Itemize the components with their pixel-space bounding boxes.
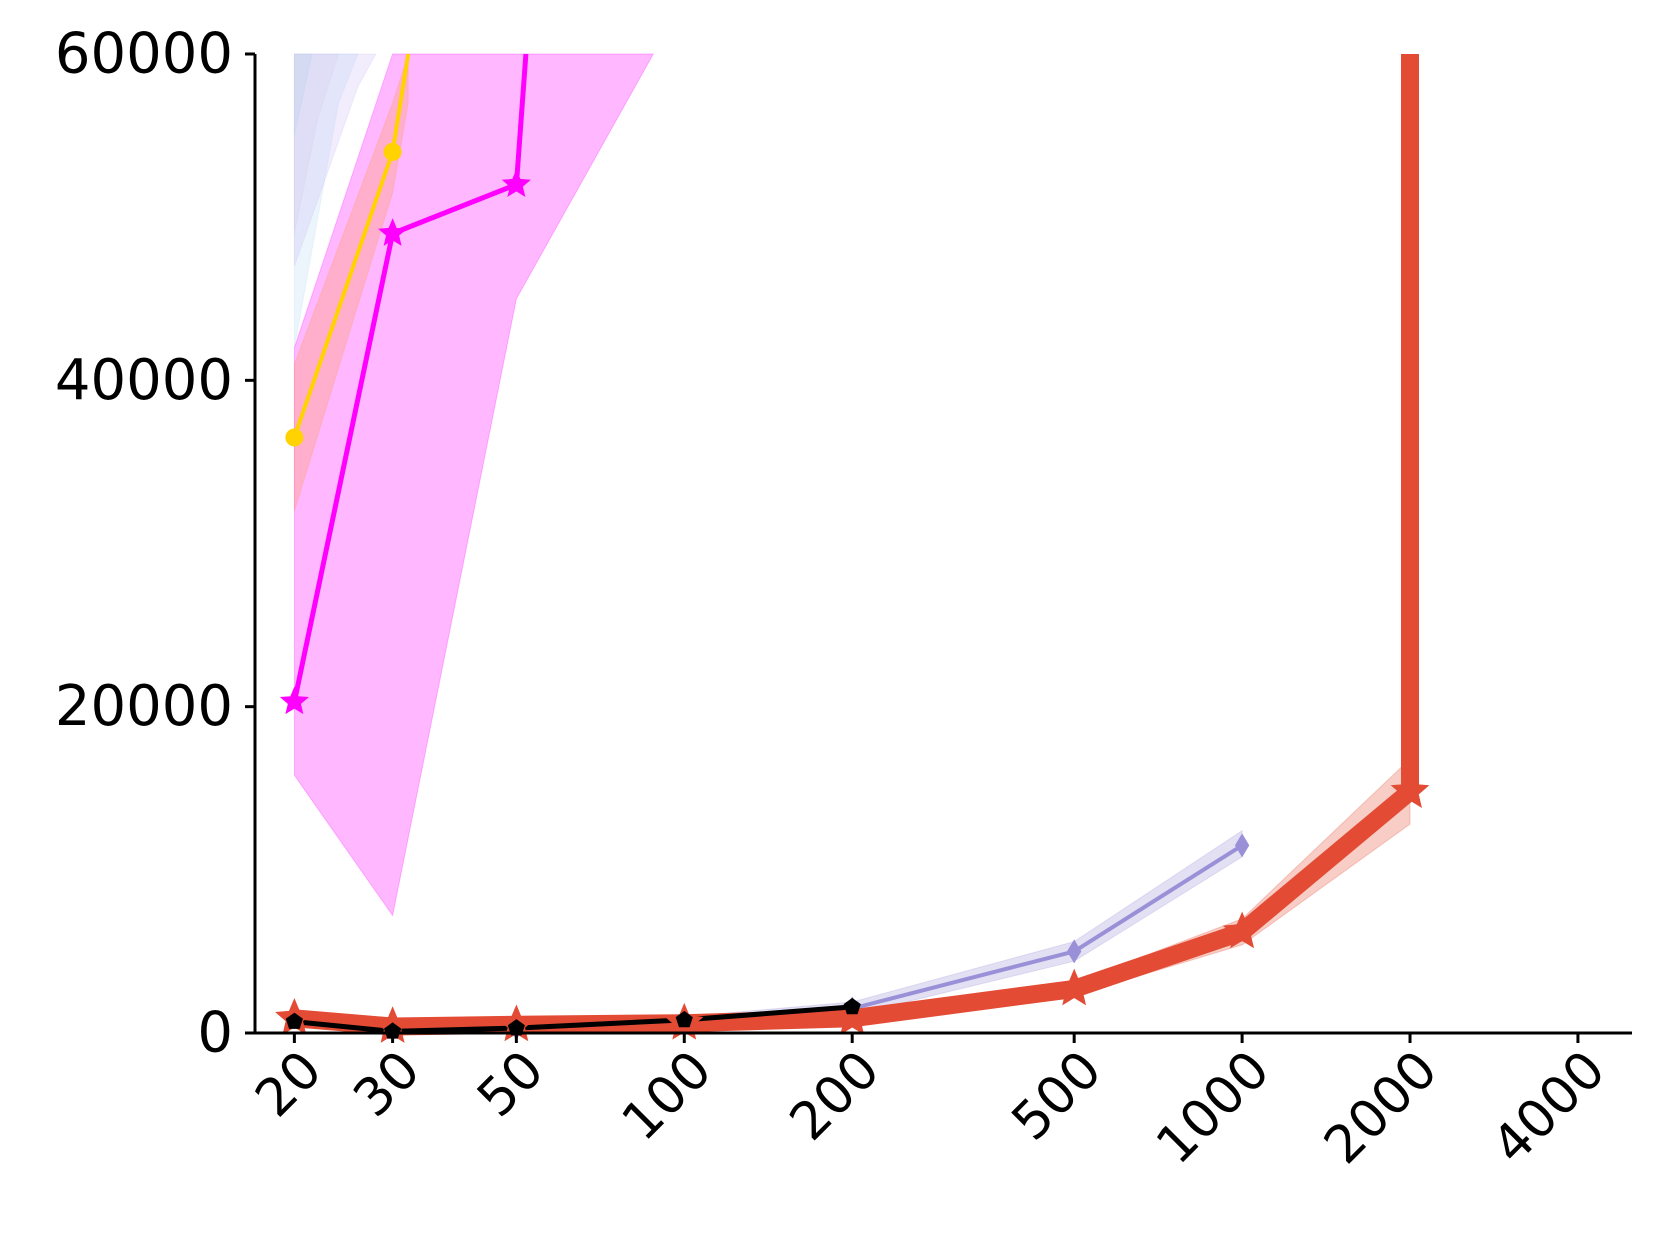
data-point-series-5-2	[501, 169, 531, 197]
error-band-series-2	[293, 53, 340, 234]
data-point-series-7-4	[832, 997, 872, 1035]
error-band-series-4	[293, 53, 409, 512]
data-point-series-7-5	[1054, 968, 1094, 1006]
error-band-series-7	[293, 757, 1411, 1031]
error-band-series-3	[293, 53, 377, 267]
data-point-series-5-0	[279, 686, 309, 715]
x-tick-label: 4000	[1481, 1040, 1617, 1176]
y-tick-label: 0	[197, 1001, 233, 1066]
series-line-5	[291, 53, 529, 703]
x-tick-label: 200	[779, 1040, 892, 1153]
data-point-series-6-6	[1234, 833, 1250, 858]
data-point-series-8-1	[384, 1022, 402, 1039]
data-point-series-4-1	[383, 142, 402, 161]
y-tick-label: 40000	[55, 348, 233, 413]
x-tick-label: 2000	[1313, 1040, 1449, 1176]
x-tick-label: 100	[611, 1040, 724, 1153]
x-tick-label: 500	[1001, 1040, 1114, 1153]
data-point-series-8-0	[285, 1012, 303, 1029]
x-tick-label: 1000	[1145, 1040, 1281, 1176]
error-band-series-0	[293, 53, 313, 136]
error-band-series-5	[293, 53, 655, 917]
x-tick-label: 30	[343, 1040, 432, 1129]
error-band-series-6	[293, 829, 1243, 1034]
data-point-series-7-6	[1222, 911, 1262, 949]
x-tick-label: 20	[244, 1040, 333, 1129]
data-point-series-4-0	[285, 428, 304, 447]
y-tick-label: 20000	[55, 674, 233, 739]
data-point-series-8-3	[675, 1010, 693, 1028]
data-point-series-7-7	[1390, 771, 1430, 808]
data-point-series-8-2	[507, 1019, 525, 1036]
y-tick-label: 60000	[55, 22, 233, 87]
data-point-series-5-1	[378, 218, 408, 246]
error-band-series-1	[293, 53, 359, 348]
x-tick-label: 50	[466, 1040, 555, 1129]
data-point-series-8-4	[843, 997, 861, 1015]
data-point-series-6-5	[1066, 939, 1082, 964]
error-bands	[293, 53, 1411, 1034]
